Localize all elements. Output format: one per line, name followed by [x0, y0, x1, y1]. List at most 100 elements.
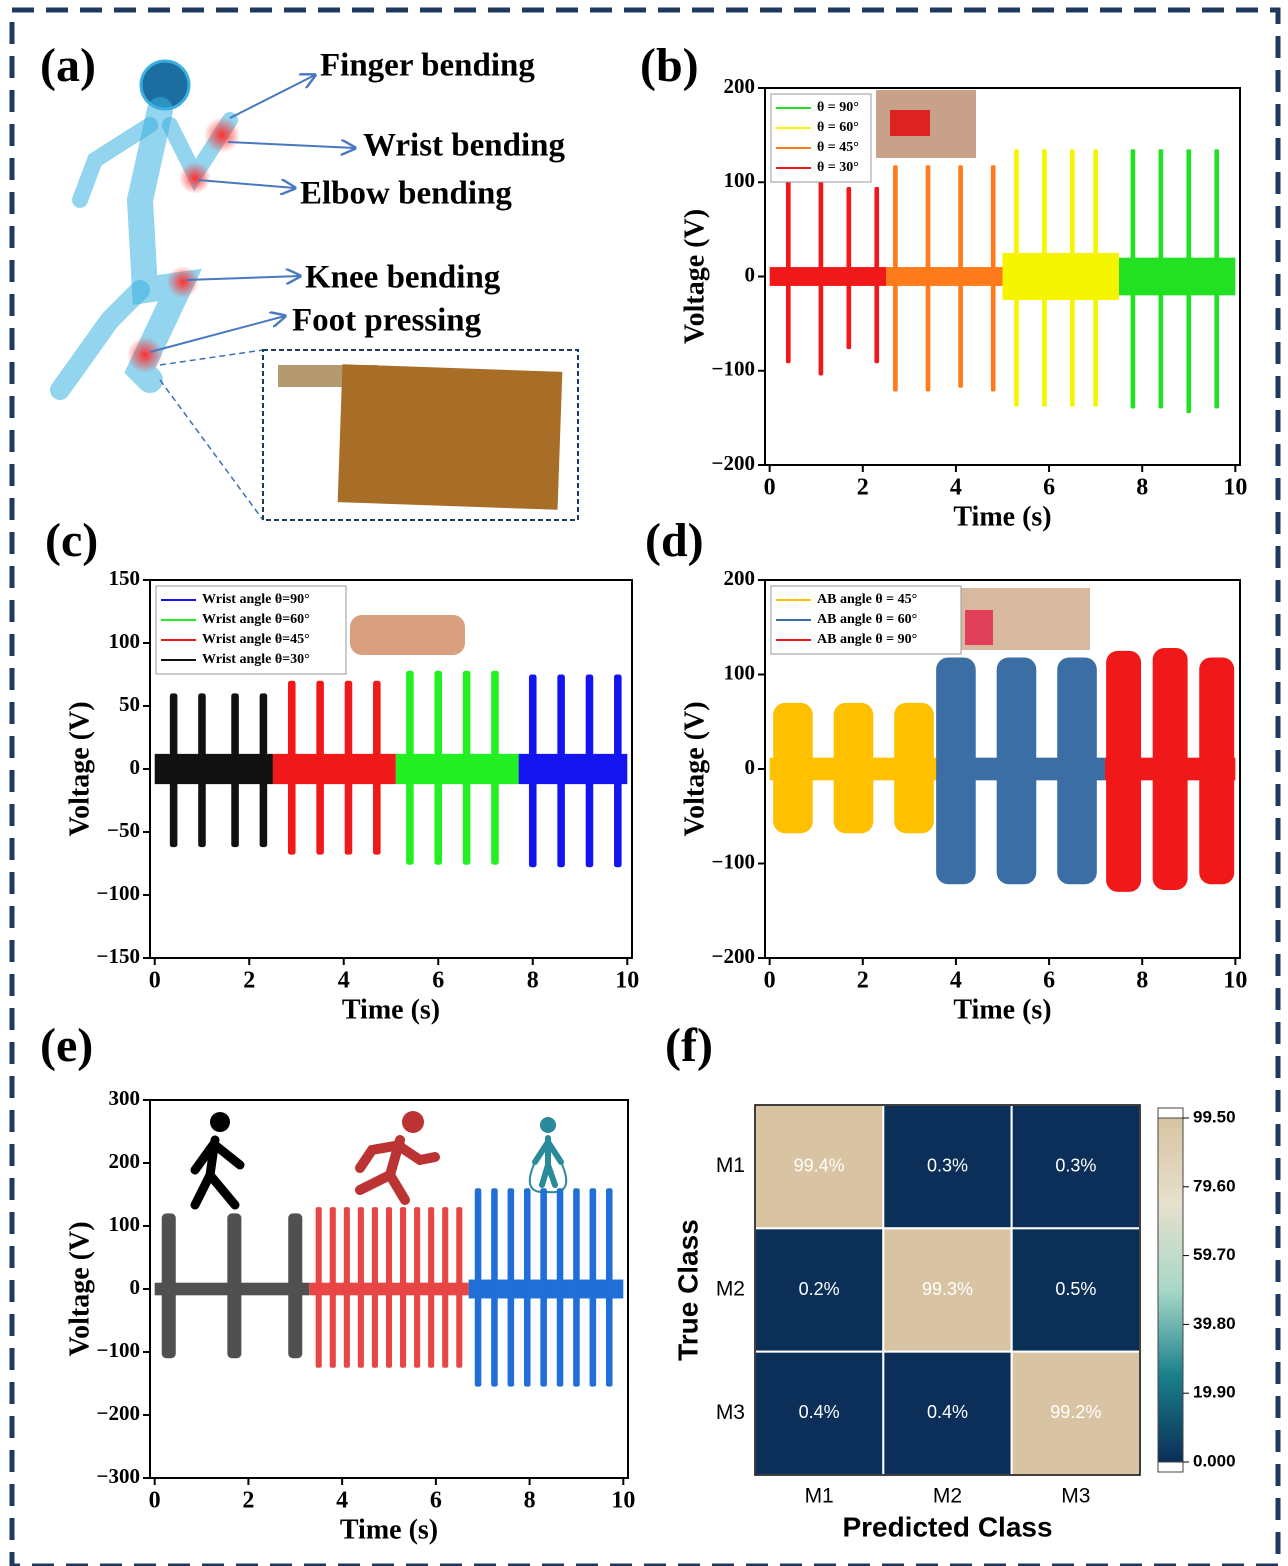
x-tick-label: 6 [430, 1488, 442, 1514]
signal-burst [1106, 650, 1142, 892]
inset-frame [262, 349, 579, 521]
panel-label: (c) [45, 514, 98, 567]
colorbar-cap [1157, 1461, 1184, 1473]
x-axis-title: Predicted Class [842, 1511, 1052, 1542]
y-tick-label: −300 [97, 1464, 140, 1488]
signal-burst [474, 1188, 482, 1387]
signal-burst [605, 1188, 613, 1387]
y-axis-title: True Class [672, 1219, 703, 1361]
plot [154, 1188, 624, 1387]
cell-label: 0.2% [799, 1279, 840, 1299]
legend-label: AB angle θ = 60° [817, 612, 917, 627]
signal-burst [414, 1207, 421, 1368]
signal-burst [874, 186, 880, 364]
signal-burst [462, 670, 471, 865]
x-axis-title: Time (s) [953, 501, 1051, 532]
y-tick-label: −50 [107, 818, 140, 842]
y-tick-label: −200 [97, 1401, 140, 1425]
signal-burst [315, 1207, 322, 1368]
signal-burst [1199, 657, 1235, 885]
x-tick-label: 8 [527, 968, 539, 994]
x-tick-label: 0 [149, 968, 161, 994]
x-tick-label: 10 [1223, 475, 1247, 501]
signal-burst [385, 1207, 393, 1368]
x-tick-label: M3 [1061, 1485, 1090, 1508]
y-tick-label: −150 [97, 944, 140, 968]
dashed-border [9, 7, 1281, 1566]
signal-burst [1186, 149, 1192, 414]
colorbar-tick-label: 39.80 [1193, 1314, 1236, 1333]
y-tick-label: −100 [712, 357, 755, 381]
signal-burst [259, 693, 268, 848]
signal-burst [371, 1207, 378, 1368]
cell-label: 0.4% [927, 1402, 968, 1422]
signal-burst [343, 1207, 350, 1368]
panel-label: (f) [665, 1019, 713, 1072]
baseline-noise [395, 753, 519, 785]
signal-burst [925, 165, 931, 392]
colorbar-tick-label: 99.50 [1193, 1107, 1236, 1126]
signal-burst [406, 670, 414, 865]
x-tick-label: 10 [611, 1488, 635, 1514]
x-tick-label: 2 [242, 1488, 254, 1514]
y-tick-label: 200 [109, 1149, 141, 1173]
signal-burst [373, 680, 381, 855]
signal-burst [491, 1188, 498, 1387]
x-tick-label: 6 [1043, 475, 1055, 501]
signal-burst [400, 1207, 407, 1368]
baseline-noise [769, 267, 887, 286]
x-tick-label: 8 [1136, 968, 1148, 994]
x-tick-label: 10 [1223, 968, 1247, 994]
run-icon [355, 1111, 440, 1205]
signal-burst [1214, 149, 1220, 409]
legend-label: θ = 45° [817, 140, 859, 155]
signal-burst [442, 1207, 449, 1368]
colorbar-tick-label: 0.000 [1193, 1451, 1236, 1470]
x-tick-label: 0 [764, 475, 776, 501]
heatmap-cell [882, 1227, 1013, 1353]
x-tick-label: 2 [857, 968, 869, 994]
heatmap-cell [1010, 1227, 1142, 1353]
colorbar-tick-label: 59.70 [1193, 1245, 1236, 1264]
signal-burst [344, 680, 353, 855]
y-tick-label: 100 [724, 660, 756, 684]
legend-label: Wrist angle θ=90° [202, 592, 310, 607]
signal-burst [316, 680, 324, 855]
signal-burst [523, 1188, 531, 1387]
panel-label: (d) [645, 514, 704, 567]
x-tick-label: 4 [950, 968, 962, 994]
colorbar-cap [1157, 1107, 1184, 1119]
inset-photo [890, 110, 930, 136]
signal-burst [491, 670, 499, 865]
legend-label: AB angle θ = 45° [817, 592, 917, 607]
legend-label: Wrist angle θ=45° [202, 632, 310, 647]
x-tick-label: M2 [933, 1485, 962, 1508]
signal-burst [833, 702, 874, 834]
sensor-sample [337, 364, 563, 510]
x-tick-label: 8 [524, 1488, 536, 1514]
signal-burst [589, 1188, 597, 1387]
signal-burst [556, 1188, 564, 1387]
signal-burst [1130, 149, 1136, 409]
colorbar-tick-label: 19.90 [1193, 1383, 1236, 1402]
cell-label: 0.3% [927, 1155, 968, 1175]
signal-burst [169, 693, 178, 848]
signal-burst [557, 674, 565, 868]
y-tick-label: 100 [724, 168, 756, 192]
y-axis-title: Voltage (V) [64, 1221, 95, 1356]
y-tick-label: 0 [745, 755, 756, 779]
signal-burst [287, 680, 296, 855]
signal-burst [846, 186, 852, 350]
y-tick-label: −100 [712, 849, 755, 873]
y-tick-label: 50 [119, 692, 140, 716]
signal-burst [1042, 149, 1047, 407]
y-axis-title: Voltage (V) [679, 209, 710, 344]
x-tick-label: 4 [950, 475, 962, 501]
annotation: Elbow bending [300, 176, 512, 212]
legend-label: θ = 30° [817, 160, 859, 175]
annotation: Knee bending [305, 260, 501, 296]
y-tick-label: 0 [130, 755, 141, 779]
signal-burst [528, 674, 537, 868]
y-tick-label: 100 [109, 629, 141, 653]
